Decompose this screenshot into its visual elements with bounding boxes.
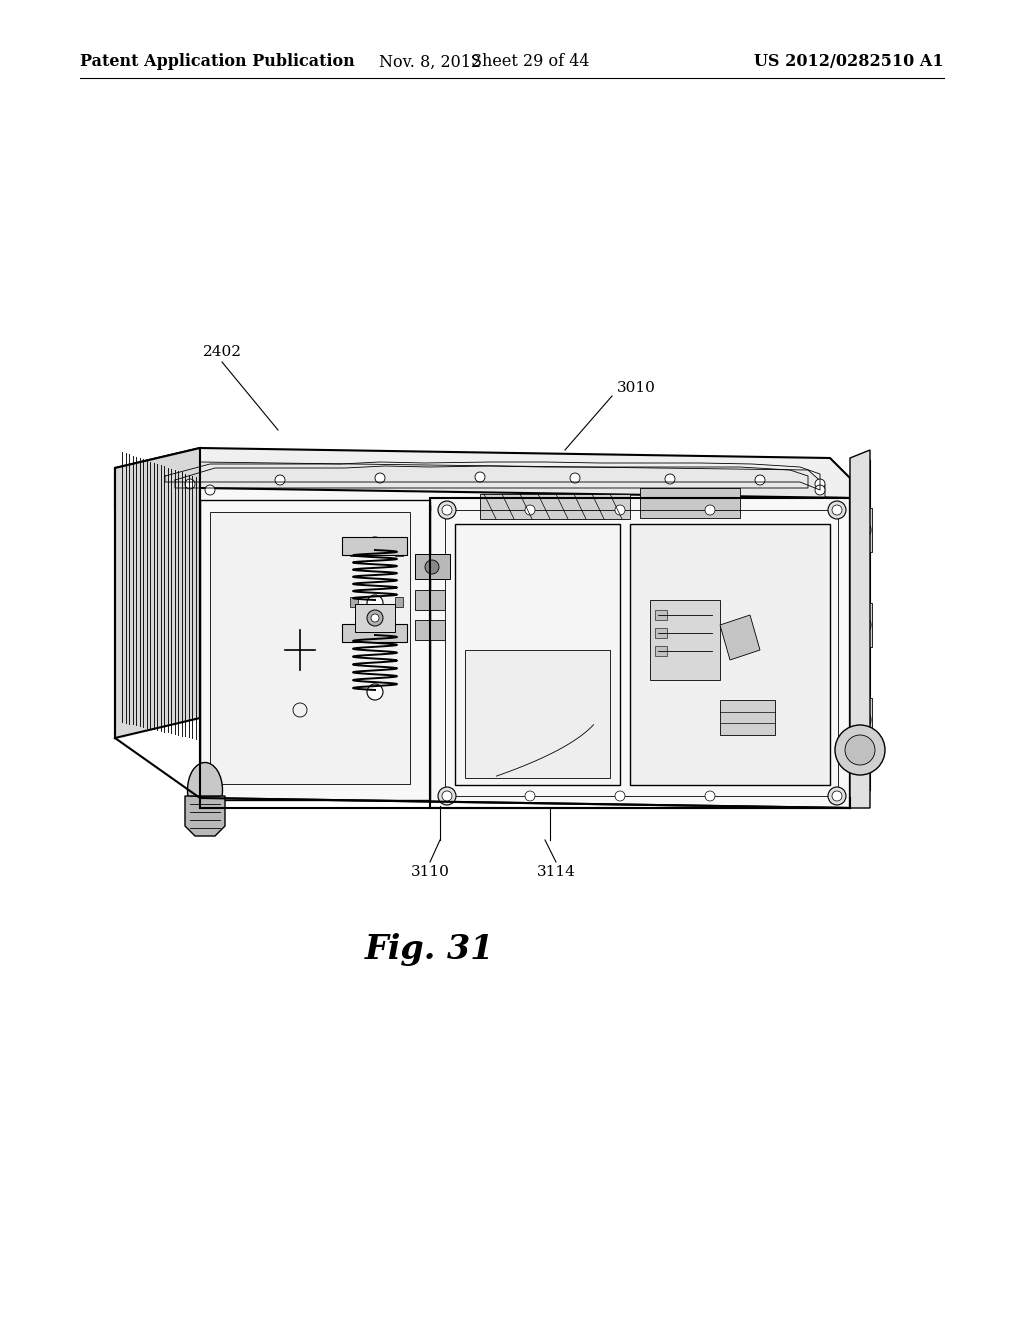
Circle shape [835,725,885,775]
Bar [850,698,872,742]
Circle shape [856,525,866,535]
Bar [355,605,395,632]
Polygon shape [155,462,825,504]
Bar [350,597,358,607]
Circle shape [525,791,535,801]
Circle shape [615,506,625,515]
Text: US 2012/0282510 A1: US 2012/0282510 A1 [755,54,944,70]
Bar [655,645,667,656]
Text: Patent Application Publication: Patent Application Publication [80,54,354,70]
Circle shape [615,791,625,801]
Polygon shape [200,488,850,808]
Polygon shape [630,524,830,785]
Circle shape [205,484,215,495]
Bar [415,554,450,579]
Circle shape [367,595,383,611]
Text: Sheet 29 of 44: Sheet 29 of 44 [471,54,589,70]
Text: Nov. 8, 2012: Nov. 8, 2012 [379,54,481,70]
Circle shape [367,610,383,626]
Circle shape [442,791,452,801]
Circle shape [851,615,871,635]
Circle shape [665,474,675,484]
Bar [655,610,667,620]
Bar [720,700,775,735]
Bar [850,603,872,647]
Circle shape [828,502,846,519]
Bar [850,508,872,552]
Circle shape [831,506,842,515]
Bar [350,544,358,556]
Polygon shape [185,796,225,836]
Bar [200,500,430,800]
Polygon shape [115,447,200,738]
Circle shape [438,502,456,519]
Circle shape [828,787,846,805]
Circle shape [475,473,485,482]
Circle shape [367,537,383,553]
Circle shape [856,620,866,630]
Bar [415,590,445,610]
Polygon shape [465,649,610,777]
Circle shape [705,791,715,801]
Bar [342,624,407,642]
Circle shape [570,473,580,483]
Bar [640,488,740,517]
Circle shape [705,506,715,515]
Circle shape [367,684,383,700]
Polygon shape [455,524,620,785]
Polygon shape [850,450,870,808]
Circle shape [856,715,866,725]
Polygon shape [650,601,720,680]
Bar [655,628,667,638]
Bar [395,544,403,556]
Circle shape [425,560,439,574]
Bar [415,620,445,640]
Circle shape [438,787,456,805]
Ellipse shape [187,763,222,817]
Bar [480,494,630,519]
Text: 3114: 3114 [537,865,575,879]
Polygon shape [850,459,870,808]
Bar [210,512,410,784]
Text: Fig. 31: Fig. 31 [366,933,495,966]
Circle shape [367,624,383,642]
Circle shape [275,475,285,484]
Text: 3110: 3110 [411,865,450,879]
Circle shape [815,484,825,495]
Polygon shape [720,615,760,660]
Circle shape [371,614,379,622]
Circle shape [185,479,195,488]
Text: 3010: 3010 [616,381,655,395]
Circle shape [851,710,871,730]
Circle shape [442,506,452,515]
Circle shape [845,735,874,766]
Circle shape [755,475,765,484]
Text: 2402: 2402 [203,345,242,359]
Circle shape [525,506,535,515]
Bar [342,537,407,554]
Circle shape [375,473,385,483]
Polygon shape [115,447,850,508]
Circle shape [851,520,871,540]
Bar [395,597,403,607]
Circle shape [831,791,842,801]
Circle shape [815,479,825,488]
